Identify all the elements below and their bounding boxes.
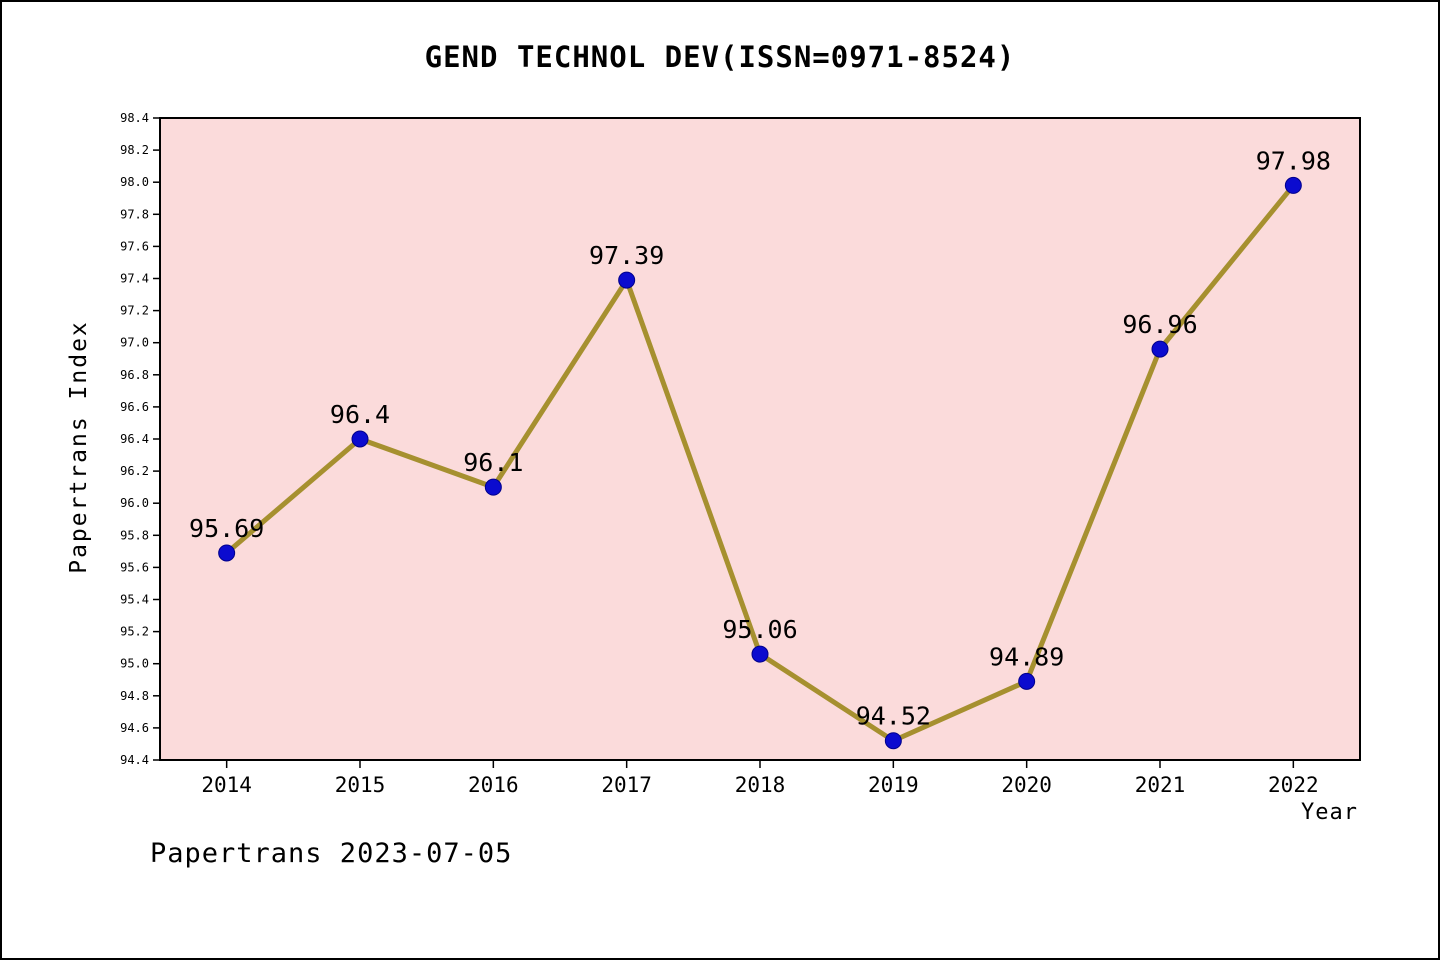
y-tick-label: 95.8 (120, 528, 149, 542)
y-tick-label: 98.2 (120, 143, 149, 157)
plot-area (159, 117, 1361, 761)
data-point (351, 430, 369, 448)
data-point (618, 271, 636, 289)
y-tick-label: 97.2 (120, 304, 149, 318)
y-tick-label: 95.4 (120, 593, 149, 607)
y-tick-label: 98.0 (120, 175, 149, 189)
y-tick-label: 95.0 (120, 657, 149, 671)
x-axis-label: Year (1301, 800, 1358, 825)
data-point-label: 95.06 (722, 615, 797, 644)
x-tick-label: 2014 (201, 773, 252, 797)
x-tick-label: 2016 (468, 773, 519, 797)
data-point-label: 96.96 (1122, 310, 1197, 339)
footer-watermark: Papertrans 2023-07-05 (150, 838, 513, 869)
y-tick-label: 98.4 (120, 111, 149, 125)
data-point (218, 544, 236, 562)
data-point-label: 96.1 (463, 448, 523, 477)
y-tick-label: 95.2 (120, 625, 149, 639)
y-tick-label: 97.4 (120, 272, 149, 286)
data-point-label: 97.98 (1256, 146, 1331, 175)
data-point (1151, 340, 1169, 358)
y-tick-label: 97.0 (120, 336, 149, 350)
y-tick-label: 96.8 (120, 368, 149, 382)
x-tick-label: 2022 (1268, 773, 1319, 797)
x-tick-label: 2019 (868, 773, 919, 797)
data-point (884, 732, 902, 750)
y-tick-label: 97.6 (120, 239, 149, 253)
x-tick-label: 2017 (601, 773, 652, 797)
y-axis-label: Papertrans Index (66, 320, 92, 574)
x-tick-label: 2018 (735, 773, 786, 797)
y-tick-label: 96.0 (120, 496, 149, 510)
x-tick-label: 2015 (335, 773, 386, 797)
data-point (1018, 672, 1036, 690)
data-point-label: 94.52 (856, 702, 931, 731)
y-tick-label: 97.8 (120, 207, 149, 221)
data-point (484, 478, 502, 496)
x-tick-label: 2020 (1001, 773, 1052, 797)
y-tick-label: 94.4 (120, 753, 149, 767)
y-tick-label: 94.8 (120, 689, 149, 703)
chart-title: GEND TECHNOL DEV(ISSN=0971-8524) (424, 40, 1016, 74)
y-tick-label: 96.6 (120, 400, 149, 414)
y-tick-label: 95.6 (120, 560, 149, 574)
data-point-label: 95.69 (189, 514, 264, 543)
data-point (1284, 176, 1302, 194)
data-point-label: 94.89 (989, 642, 1064, 671)
data-point-label: 97.39 (589, 241, 664, 270)
y-tick-label: 96.2 (120, 464, 149, 478)
y-tick-label: 94.6 (120, 721, 149, 735)
data-point-label: 96.4 (330, 400, 390, 429)
data-point (751, 645, 769, 663)
x-tick-label: 2021 (1135, 773, 1186, 797)
y-tick-label: 96.4 (120, 432, 149, 446)
